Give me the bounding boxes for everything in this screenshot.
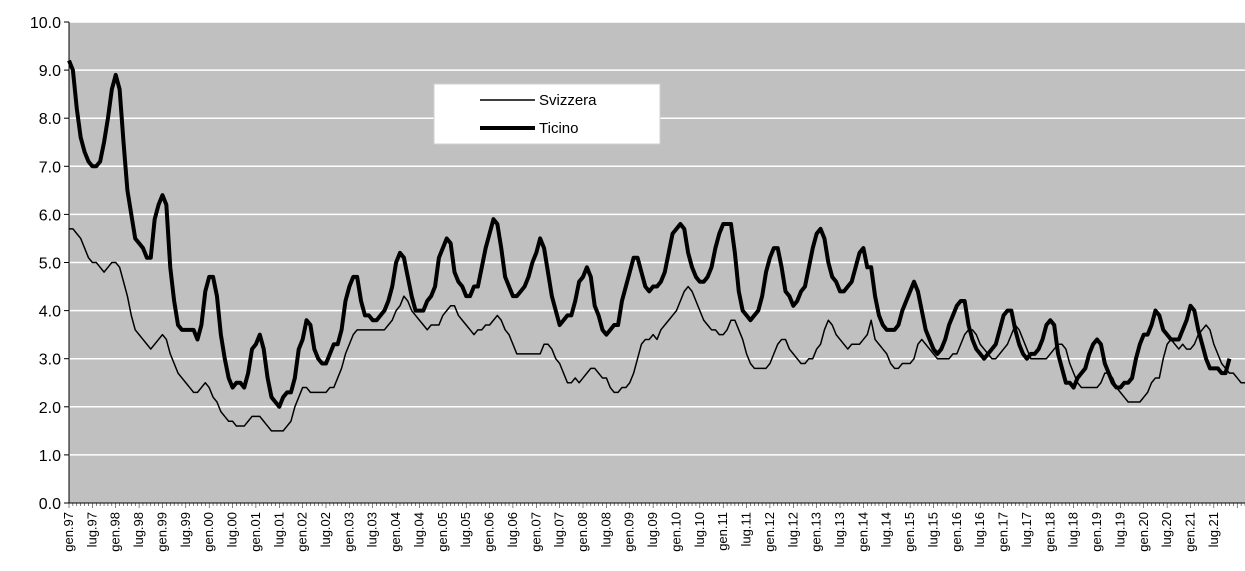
x-tick-label: gen.00 bbox=[201, 512, 216, 552]
x-tick-label: gen.15 bbox=[902, 512, 917, 552]
x-tick-label: lug.01 bbox=[271, 512, 286, 547]
x-tick-label: lug.08 bbox=[598, 512, 613, 547]
x-tick-label: lug.19 bbox=[1112, 512, 1127, 547]
x-tick-label: lug.09 bbox=[645, 512, 660, 547]
legend-label-svizzera: Svizzera bbox=[539, 92, 597, 109]
x-tick-label: gen.11 bbox=[715, 512, 730, 551]
x-tick-label: gen.01 bbox=[248, 512, 263, 552]
y-tick-label: 3.0 bbox=[39, 352, 61, 369]
x-tick-label: gen.09 bbox=[622, 512, 637, 552]
x-tick-label: gen.06 bbox=[482, 512, 497, 552]
x-tick-label: gen.17 bbox=[996, 512, 1011, 552]
x-tick-label: gen.16 bbox=[949, 512, 964, 552]
x-tick-label: lug.12 bbox=[785, 512, 800, 547]
legend-label-ticino: Ticino bbox=[539, 120, 578, 137]
y-tick-label: 9.0 bbox=[39, 63, 61, 80]
x-tick-label: lug.17 bbox=[1019, 512, 1034, 547]
y-tick-label: 6.0 bbox=[39, 207, 61, 224]
x-tick-label: lug.05 bbox=[458, 512, 473, 547]
x-tick-label: lug.10 bbox=[692, 512, 707, 547]
x-tick-label: gen.18 bbox=[1042, 512, 1057, 552]
y-tick-label: 1.0 bbox=[39, 448, 61, 465]
x-tick-label: lug.06 bbox=[505, 512, 520, 547]
x-tick-label: lug.20 bbox=[1159, 512, 1174, 547]
x-tick-label: lug.97 bbox=[84, 512, 99, 547]
x-tick-label: lug.21 bbox=[1206, 512, 1221, 547]
x-tick-label: gen.99 bbox=[154, 512, 169, 552]
x-tick-label: lug.07 bbox=[552, 512, 567, 547]
x-tick-label: gen.10 bbox=[668, 512, 683, 552]
x-tick-label: lug.16 bbox=[972, 512, 987, 547]
y-tick-label: 8.0 bbox=[39, 111, 61, 128]
x-axis-tick-labels: gen.97 lug.97 gen.98 lug.98 gen.99 lug.99 gen.… bbox=[61, 503, 1245, 552]
x-tick-label: gen.97 bbox=[61, 512, 76, 552]
x-tick-label: gen.20 bbox=[1136, 512, 1151, 552]
x-tick-label: gen.08 bbox=[575, 512, 590, 552]
y-tick-label: 4.0 bbox=[39, 304, 61, 321]
y-axis-tick-labels: 0.0 1.0 2.0 3.0 4.0 5.0 6.0 7.0 8.0 9.0 10.0 bbox=[30, 15, 69, 513]
y-tick-label: 10.0 bbox=[30, 15, 61, 32]
x-tick-label: lug.99 bbox=[178, 512, 193, 547]
x-tick-label: lug.03 bbox=[365, 512, 380, 547]
legend: Svizzera Ticino bbox=[433, 83, 661, 145]
x-tick-label: lug.02 bbox=[318, 512, 333, 547]
y-tick-label: 2.0 bbox=[39, 400, 61, 417]
x-tick-label: gen.07 bbox=[528, 512, 543, 552]
y-tick-label: 0.0 bbox=[39, 496, 61, 513]
y-tick-label: 5.0 bbox=[39, 256, 61, 273]
x-tick-label: gen.02 bbox=[295, 512, 310, 552]
x-tick-label: lug.00 bbox=[225, 512, 240, 547]
x-tick-label: gen.14 bbox=[855, 512, 870, 552]
x-tick-label: gen.04 bbox=[388, 512, 403, 552]
x-tick-label: lug.15 bbox=[925, 512, 940, 547]
legend-box bbox=[433, 83, 661, 145]
x-tick-label: lug.04 bbox=[411, 512, 426, 547]
x-tick-label: gen.21 bbox=[1182, 512, 1197, 552]
x-tick-label: lug.98 bbox=[131, 512, 146, 547]
series-lines bbox=[67, 59, 1245, 432]
x-tick-label: gen.03 bbox=[341, 512, 356, 552]
y-tick-label: 7.0 bbox=[39, 159, 61, 176]
x-tick-label: gen.19 bbox=[1089, 512, 1104, 552]
x-tick-label: gen.12 bbox=[762, 512, 777, 552]
x-tick-label: lug.11 bbox=[739, 512, 754, 546]
x-tick-label: lug.13 bbox=[832, 512, 847, 547]
x-tick-label: gen.05 bbox=[435, 512, 450, 552]
series-line-ticino bbox=[67, 59, 1232, 409]
x-tick-label: lug.18 bbox=[1066, 512, 1081, 547]
x-tick-label: gen.13 bbox=[809, 512, 824, 552]
x-tick-label: lug.14 bbox=[879, 512, 894, 547]
series-line-svizzera bbox=[69, 228, 1245, 432]
x-tick-label: gen.98 bbox=[108, 512, 123, 552]
